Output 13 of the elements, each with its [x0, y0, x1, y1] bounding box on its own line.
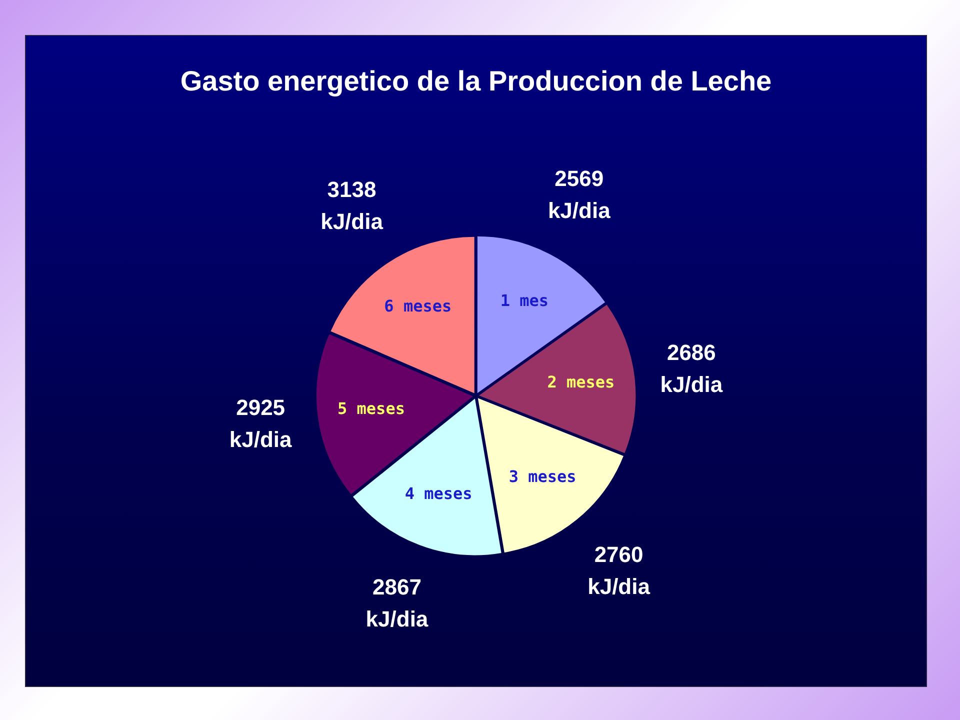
data-label: 3138 kJ/dia	[320, 176, 384, 234]
data-label: 2686 kJ/dia	[660, 340, 724, 397]
data-label: 2925 kJ/dia	[229, 395, 293, 452]
chart-title: Gasto energetico de la Produccion de Leche	[180, 66, 772, 97]
data-label: 2760 kJ/dia	[588, 542, 651, 599]
slice-label: 5 meses	[338, 399, 405, 418]
data-label: 2867 kJ/dia	[366, 574, 429, 632]
slice-label: 1 mes	[500, 291, 549, 310]
slice-label: 4 meses	[404, 484, 472, 503]
slice-label: 2 meses	[547, 372, 615, 392]
slice-label: 6 meses	[384, 296, 452, 316]
data-label: 2569 kJ/dia	[548, 166, 612, 223]
slice-label: 3 meses	[508, 467, 576, 486]
